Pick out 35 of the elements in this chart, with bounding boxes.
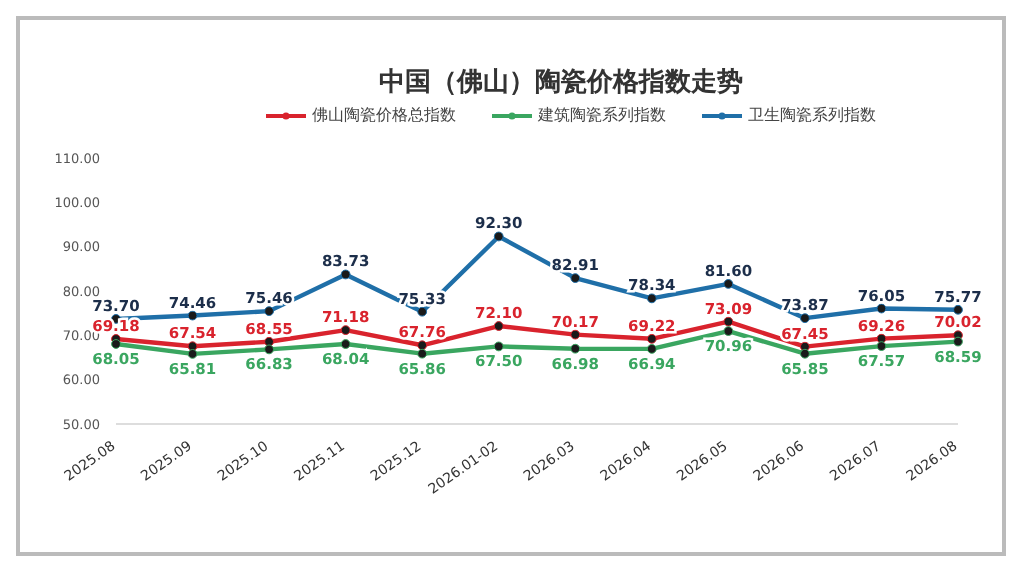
- point: [570, 343, 581, 354]
- point: [800, 348, 810, 359]
- point: [723, 316, 734, 327]
- point: [953, 336, 963, 347]
- point: [493, 341, 504, 352]
- point: [493, 231, 504, 242]
- point: [264, 336, 274, 347]
- point: [340, 325, 351, 335]
- point: [187, 341, 198, 352]
- legend-label: 建筑陶瓷系列指数: [536, 104, 666, 126]
- point: [646, 344, 657, 354]
- point: [417, 348, 428, 359]
- point: [646, 293, 657, 304]
- point: [340, 339, 351, 349]
- point: [493, 321, 504, 331]
- point: [876, 303, 887, 314]
- point: [570, 329, 581, 340]
- point: [570, 273, 581, 283]
- point: [187, 310, 198, 321]
- point: [953, 304, 963, 315]
- point: [264, 344, 274, 355]
- point: [876, 341, 887, 352]
- point: [800, 313, 810, 324]
- point: [111, 339, 121, 349]
- chart-title: 中国（佛山）陶瓷价格指数走势: [377, 66, 745, 100]
- point: [417, 340, 428, 351]
- legend-label: 佛山陶瓷价格总指数: [310, 104, 456, 126]
- point: [187, 349, 198, 359]
- point: [340, 269, 351, 280]
- legend-label: 卫生陶瓷系列指数: [746, 104, 876, 126]
- point: [723, 279, 734, 289]
- point: [417, 306, 428, 317]
- point: [646, 333, 657, 344]
- point: [264, 306, 274, 317]
- point: [723, 326, 734, 336]
